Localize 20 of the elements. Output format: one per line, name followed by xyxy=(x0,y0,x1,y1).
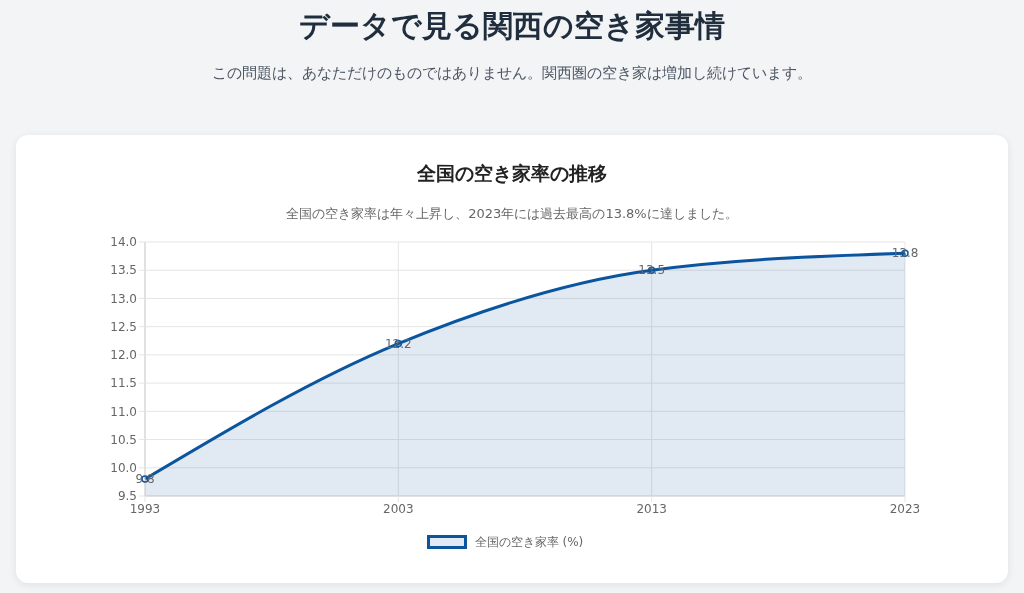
legend-label: 全国の空き家率 (%) xyxy=(474,533,584,551)
y-tick-label: 12.0 xyxy=(110,348,137,363)
y-tick-label: 10.5 xyxy=(110,432,137,447)
y-tick-label: 9.5 xyxy=(117,489,137,504)
y-tick-label: 14.0 xyxy=(110,235,137,250)
y-tick-label: 11.0 xyxy=(110,404,137,419)
text: データで見る関西の空き家事情 xyxy=(298,7,726,45)
y-tick-label: 10.0 xyxy=(110,461,137,476)
x-tick-label: 2023 xyxy=(889,501,921,516)
data-label: 13.5 xyxy=(638,263,666,278)
y-tick-label: 13.5 xyxy=(110,263,137,278)
y-tick-label: 13.0 xyxy=(110,291,137,306)
text: この問題は、あなただけのものではありません。関西圏の空き家は増加し続けています。 xyxy=(211,64,813,83)
x-tick-label: 2013 xyxy=(636,501,667,516)
chart-title: 全国の空き家率の推移 xyxy=(416,161,608,186)
x-tick-label: 2003 xyxy=(383,501,414,516)
x-tick-label: 1993 xyxy=(129,501,161,516)
chart-subtitle: 全国の空き家率は年々上昇し、2023年には過去最高の13.8%に達しました。 xyxy=(285,205,739,223)
y-tick-label: 11.5 xyxy=(110,376,137,391)
y-tick-label: 12.5 xyxy=(110,319,137,334)
